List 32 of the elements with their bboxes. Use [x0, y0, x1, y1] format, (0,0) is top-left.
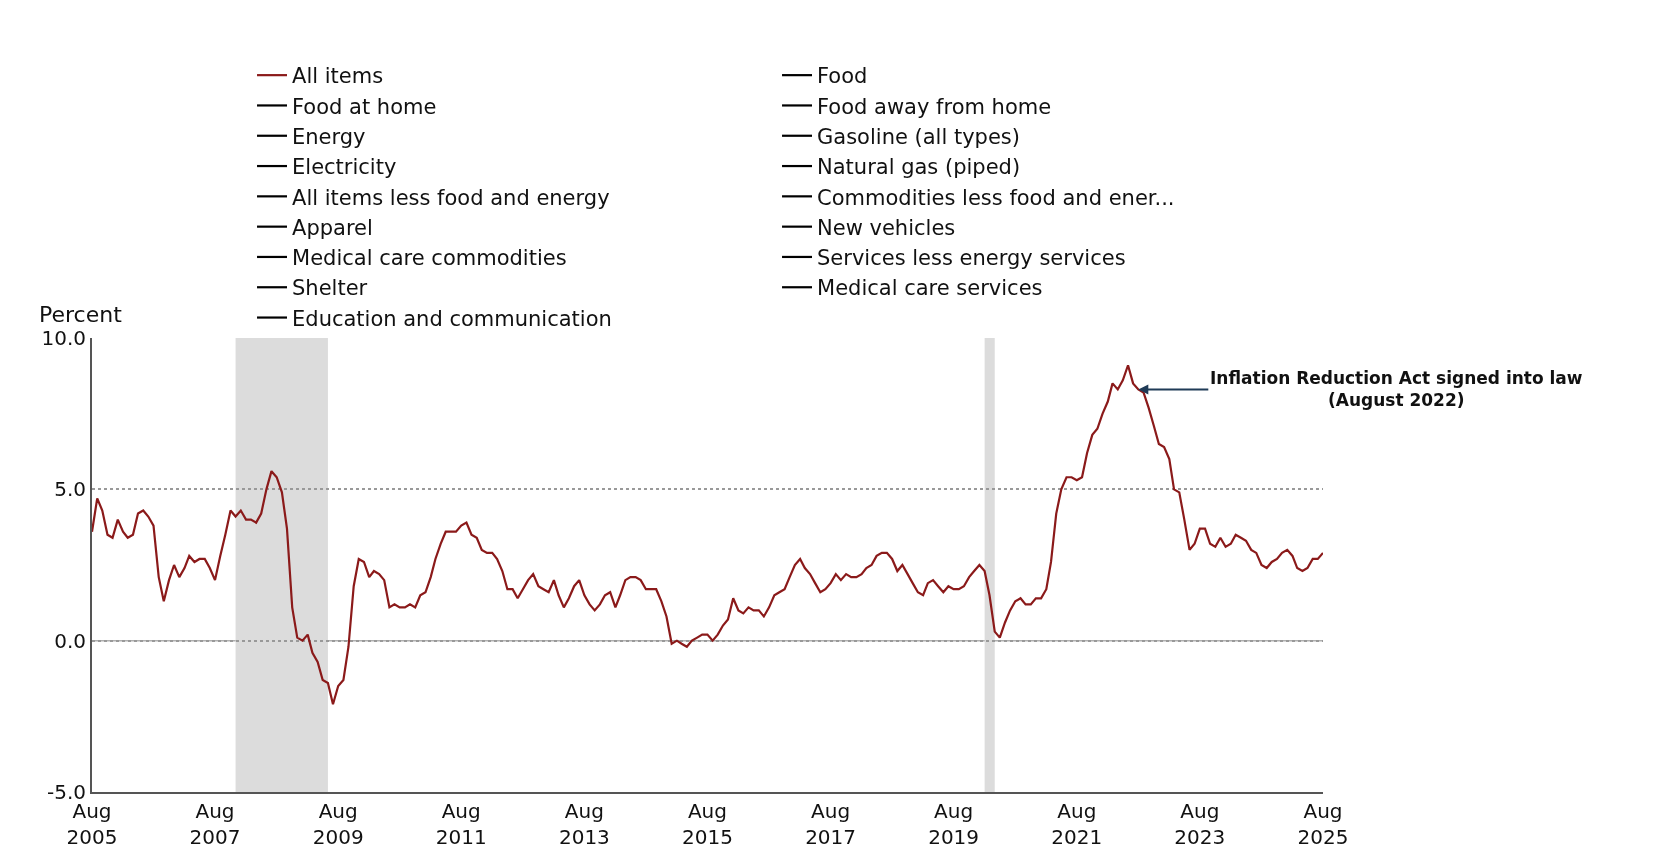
y-axis-title: Percent — [39, 302, 123, 327]
legend-label: Shelter — [292, 276, 368, 301]
legend-label: All items less food and energy — [292, 185, 610, 210]
x-tick-label: Aug 2013 — [558, 799, 610, 849]
legend-label: Food — [817, 64, 868, 89]
x-tick-label: Aug 2007 — [189, 799, 241, 849]
legend-label: Services less energy services — [817, 246, 1126, 271]
annotation: Inflation Reduction Act signed into law (August 2022) — [1210, 368, 1583, 411]
x-tick-label: Aug 2023 — [1174, 799, 1226, 849]
legend-label: Commodities less food and ener... — [817, 185, 1175, 210]
legend-label: Medical care services — [817, 276, 1043, 301]
x-tick-label: Aug 2011 — [435, 799, 487, 849]
x-tick-label: Aug 2015 — [681, 799, 733, 849]
legend-label: Gasoline (all types) — [817, 124, 1020, 149]
x-tick-label: Aug 2025 — [1297, 799, 1349, 849]
x-tick-label: Aug 2017 — [805, 799, 857, 849]
legend-label: Electricity — [292, 155, 397, 180]
legend-label: Natural gas (piped) — [817, 155, 1021, 180]
legend-label: Food away from home — [817, 94, 1052, 119]
legend-label: New vehicles — [817, 215, 956, 240]
x-tick-label: Aug 2009 — [312, 799, 364, 849]
y-tick-label: 5.0 — [54, 477, 86, 502]
x-tick-label: Aug 2019 — [928, 799, 980, 849]
legend-label: Medical care commodities — [292, 246, 567, 271]
y-tick-label: 10.0 — [41, 326, 86, 350]
legend-label: Energy — [292, 124, 366, 149]
y-tick-label: 0.0 — [54, 628, 86, 653]
legend-label: Education and communication — [292, 306, 612, 331]
legend-label: Apparel — [292, 215, 373, 240]
x-tick-label: Aug 2021 — [1051, 799, 1103, 849]
legend-label: Food at home — [292, 94, 437, 119]
legend-label: All items — [292, 64, 384, 89]
